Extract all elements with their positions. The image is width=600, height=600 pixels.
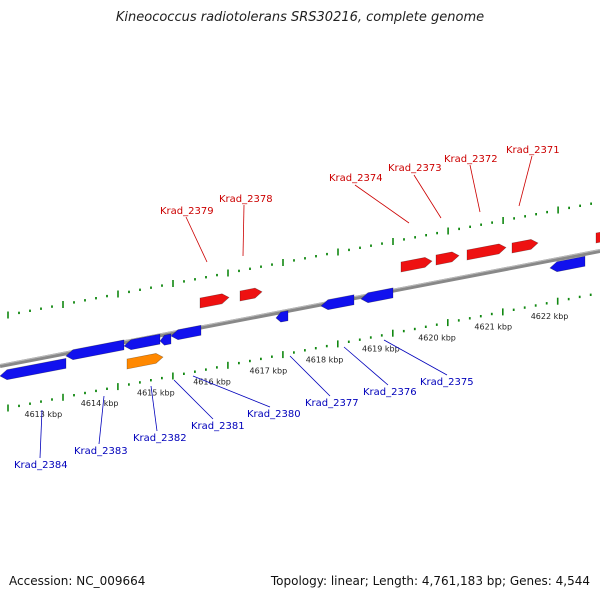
leader-line	[185, 216, 208, 263]
reverse-gene-arrow	[123, 333, 161, 351]
coordinate-label: 4614 kbp	[81, 399, 119, 408]
leader-line	[518, 155, 533, 207]
coordinate-label: 4617 kbp	[250, 366, 288, 375]
forward-gene-label[interactable]: Krad_2371	[506, 145, 560, 156]
forward-gene-label[interactable]: Krad_2379	[160, 206, 214, 217]
genome-summary-text: Topology: linear; Length: 4,761,183 bp; …	[270, 574, 590, 588]
coordinate-label: 4622 kbp	[531, 312, 569, 321]
reverse-gene-label[interactable]: Krad_2382	[133, 433, 187, 444]
coordinate-label: 4618 kbp	[306, 356, 344, 365]
forward-gene-arrow	[466, 243, 507, 261]
leader-line	[289, 355, 331, 397]
forward-gene-label[interactable]: Krad_2378	[219, 194, 273, 205]
reverse-gene-label[interactable]: Krad_2375	[420, 377, 474, 388]
forward-gene-label[interactable]: Krad_2373	[388, 163, 442, 174]
reverse-gene-arrow	[320, 294, 355, 311]
coordinate-labels: 4613 kbp 4614 kbp 4615 kbp 4616 kbp 4617 kbp…	[25, 312, 569, 419]
reverse-gene-arrow	[549, 255, 586, 273]
forward-gene-arrow	[435, 251, 460, 266]
rna-gene-feature	[126, 353, 164, 370]
forward-gene-arrow	[239, 287, 263, 302]
reverse-gene-arrow	[0, 358, 67, 381]
leader-line	[173, 379, 214, 420]
leader-line	[242, 204, 245, 257]
reverse-gene-label[interactable]: Krad_2384	[14, 460, 68, 471]
coordinate-label: 4616 kbp	[193, 377, 231, 386]
leader-line	[413, 174, 442, 219]
gene-features	[0, 231, 600, 381]
forward-tick-track	[7, 202, 592, 319]
reverse-tick-track	[7, 293, 592, 412]
forward-gene-arrow	[199, 293, 230, 309]
coordinate-label: 4615 kbp	[137, 388, 175, 397]
forward-gene-label[interactable]: Krad_2374	[329, 173, 383, 184]
reverse-gene-label[interactable]: Krad_2377	[305, 398, 359, 409]
label-leader-lines	[39, 155, 533, 459]
reverse-gene-label[interactable]: Krad_2380	[247, 409, 301, 420]
genome-title: Kineococcus radiotolerans SRS30216, comp…	[115, 10, 485, 25]
coordinate-label: 4613 kbp	[25, 410, 63, 419]
reverse-gene-arrow	[170, 324, 202, 341]
gene-labels: Krad_2379Krad_2378Krad_2374Krad_2373Krad…	[14, 145, 560, 471]
coordinate-label: 4620 kbp	[418, 334, 456, 343]
leader-line	[354, 184, 410, 224]
forward-gene-arrow	[511, 239, 539, 254]
leader-line	[150, 385, 158, 432]
leader-line	[98, 395, 105, 445]
leader-line	[383, 339, 448, 376]
leader-line	[192, 375, 271, 408]
leader-line	[469, 164, 481, 213]
reverse-gene-label[interactable]: Krad_2381	[191, 421, 245, 432]
coordinate-label: 4621 kbp	[474, 323, 512, 332]
forward-gene-arrow	[595, 231, 600, 244]
reverse-gene-arrow	[360, 287, 394, 304]
leader-line	[39, 409, 43, 459]
reverse-gene-label[interactable]: Krad_2376	[363, 387, 417, 398]
coordinate-label: 4619 kbp	[362, 345, 400, 354]
forward-gene-arrow	[400, 257, 433, 273]
forward-gene-label[interactable]: Krad_2372	[444, 154, 498, 165]
reverse-gene-label[interactable]: Krad_2383	[74, 446, 128, 457]
reverse-gene-arrow	[65, 339, 125, 361]
leader-line	[343, 346, 389, 386]
reverse-gene-arrow	[159, 333, 172, 346]
reverse-gene-arrow	[275, 310, 289, 323]
accession-text: Accession: NC_009664	[9, 574, 146, 588]
